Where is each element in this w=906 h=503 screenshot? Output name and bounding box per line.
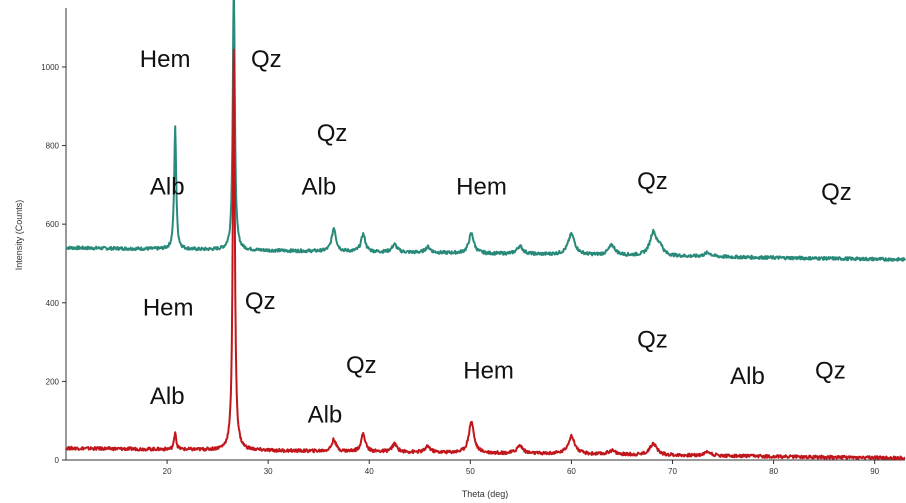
x-tick-label: 80 (769, 467, 778, 476)
x-tick-label: 20 (163, 467, 172, 476)
peak-annotation: Qz (637, 168, 668, 195)
peak-annotation: Qz (346, 352, 377, 379)
peak-annotation: Alb (150, 173, 185, 200)
x-axis-label: Theta (deg) (462, 489, 509, 499)
x-tick-label: 50 (466, 467, 475, 476)
series-line-2 (65, 48, 906, 461)
y-tick-label: 800 (46, 142, 60, 151)
axes: 0 200 400 600 800 1000 20 30 40 50 60 70 80 90 (41, 8, 905, 476)
peak-annotation: Alb (730, 363, 765, 390)
peak-annotation: Qz (637, 327, 668, 354)
x-tick-label: 90 (870, 467, 879, 476)
peak-annotation: Hem (463, 358, 514, 385)
peak-annotation: Qz (815, 358, 846, 385)
peak-annotation: Qz (245, 288, 276, 315)
y-tick-label: 0 (55, 456, 60, 465)
peak-annotation: Hem (456, 173, 507, 200)
series-line-1 (65, 0, 906, 262)
x-tick-label: 30 (264, 467, 273, 476)
peak-annotation: Qz (317, 120, 348, 147)
peak-annotation: Alb (302, 173, 337, 200)
peak-annotation: Hem (143, 294, 194, 321)
y-axis-label: Intensity (Counts) (14, 200, 24, 271)
x-tick-label: 70 (668, 467, 677, 476)
x-tick-label: 40 (365, 467, 374, 476)
y-tick-label: 600 (46, 220, 60, 229)
peak-annotation: Qz (821, 179, 852, 206)
y-tick-label: 400 (46, 299, 60, 308)
series-layer (65, 0, 906, 461)
x-tick-label: 60 (567, 467, 576, 476)
peak-annotation: Alb (308, 401, 343, 428)
peak-annotation: Alb (150, 383, 185, 410)
peak-annotation: Qz (251, 46, 282, 73)
y-tick-label: 200 (46, 377, 60, 386)
y-tick-label: 1000 (41, 63, 59, 72)
peak-annotation: Hem (140, 46, 191, 73)
